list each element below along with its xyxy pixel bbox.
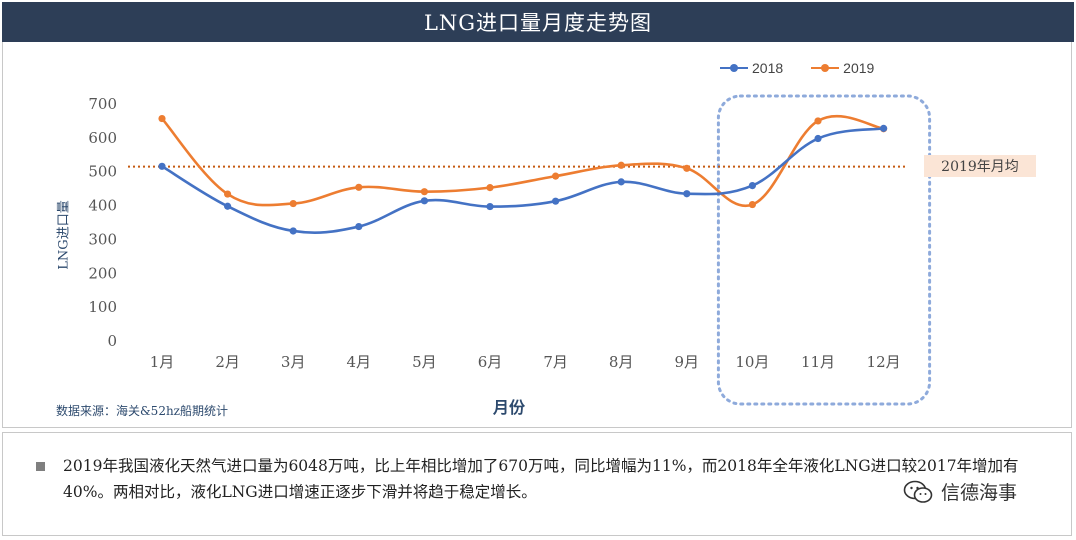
data-point-2019: [355, 183, 363, 191]
y-tick-label: 100: [88, 298, 117, 316]
data-point-2018: [289, 227, 297, 235]
x-tick-label: 7月: [543, 353, 568, 371]
data-point-2018: [814, 134, 822, 143]
watermark: 信德海事: [903, 478, 1017, 505]
data-point-2018: [748, 181, 757, 190]
data-point-2018: [486, 202, 494, 211]
data-point-2018: [683, 190, 691, 198]
chart-header: LNG进口量月度走势图: [2, 2, 1074, 42]
y-tick-label: 200: [88, 264, 117, 282]
data-point-2019: [552, 172, 560, 180]
line-chart: 0 100 200 300 400 500 600 700 1月 2月 3月 4月 5月 6月 7月 8月 9月…: [88, 94, 932, 406]
x-tick-label: 2月: [215, 353, 240, 371]
chart-title: LNG进口量月度走势图: [423, 11, 653, 35]
x-tick-label: 10月: [735, 353, 769, 371]
legend-swatch-2019: [811, 63, 840, 73]
legend-item-2018: 2018: [720, 60, 783, 76]
data-point-2019: [617, 161, 625, 169]
x-tick-label: 12月: [867, 353, 901, 371]
chart-frame: [2, 42, 1072, 428]
data-point-2019: [486, 184, 494, 192]
x-tick-label: 4月: [347, 353, 372, 371]
x-tick-label: 1月: [150, 353, 175, 371]
data-point-2019: [289, 199, 297, 208]
data-point-2019: [748, 200, 757, 209]
x-tick-label: 8月: [609, 353, 634, 371]
series-line-2018: [161, 127, 884, 234]
legend-swatch-2018: [720, 63, 748, 73]
watermark-text: 信德海事: [941, 482, 1018, 504]
data-point-2018: [355, 222, 363, 231]
x-tick-label: 11月: [801, 353, 835, 371]
x-tick-label: 6月: [478, 353, 503, 371]
data-point-2018: [617, 178, 625, 186]
series-line-2019: [161, 114, 884, 208]
data-point-2018: [880, 124, 888, 132]
data-point-2019: [683, 164, 691, 172]
wechat-icon: [903, 480, 933, 503]
x-tick-label: 9月: [675, 353, 700, 371]
y-tick-label: 0: [107, 332, 117, 350]
y-tick-label: 300: [88, 230, 117, 248]
source-note: 数据来源：海关&52hz船期统计: [56, 404, 229, 418]
data-point-2019: [158, 114, 166, 123]
data-point-2018: [158, 162, 166, 170]
legend-item-2019: 2019: [811, 60, 874, 76]
chart-legend: 2018 2019: [720, 60, 874, 76]
x-tick-label: 5月: [412, 353, 437, 371]
highlight-box: [716, 94, 932, 406]
y-tick-label: 700: [88, 95, 117, 113]
average-line-label: 2019年月均: [924, 155, 1036, 177]
y-tick-label: 600: [88, 129, 117, 147]
bullet-icon: [36, 462, 45, 471]
y-tick-label: 500: [88, 163, 117, 181]
data-point-2019: [420, 188, 428, 196]
data-point-2019: [814, 117, 822, 125]
description-text: 2019年我国液化天然气进口量为6048万吨，比上年相比增加了670万吨，同比增…: [63, 457, 1019, 501]
description-box: 2019年我国液化天然气进口量为6048万吨，比上年相比增加了670万吨，同比增…: [2, 432, 1072, 536]
legend-label-2018: 2018: [752, 60, 784, 76]
x-axis-title: 月份: [493, 398, 526, 417]
data-point-2019: [224, 190, 232, 198]
y-axis-title-text: LNG进口量: [56, 200, 72, 270]
data-point-2018: [224, 202, 232, 210]
x-tick-label: 3月: [281, 353, 306, 371]
y-tick-label: 400: [88, 197, 117, 215]
legend-label-2019: 2019: [843, 60, 875, 76]
data-point-2018: [552, 197, 560, 205]
data-point-2018: [420, 197, 428, 205]
